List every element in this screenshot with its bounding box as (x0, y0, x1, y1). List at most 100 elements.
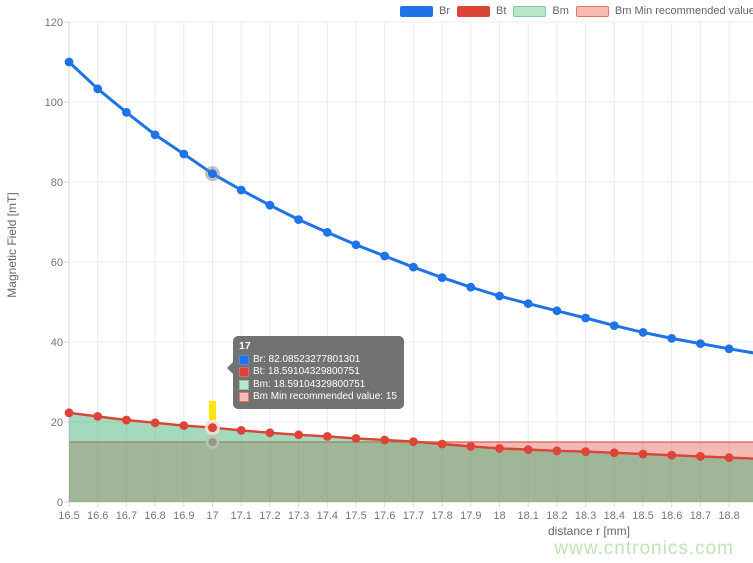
bt-point[interactable] (380, 435, 390, 445)
legend-item-bm[interactable]: Bm (513, 5, 569, 17)
br-point[interactable] (236, 185, 246, 195)
bm-area (69, 412, 753, 502)
y-tick-label: 20 (51, 417, 63, 429)
y-tick-label: 60 (51, 257, 63, 269)
bt-hover-point[interactable] (208, 423, 217, 433)
bt-point[interactable] (351, 434, 361, 443)
br-point[interactable] (294, 215, 303, 225)
bt-point[interactable] (122, 415, 131, 425)
bt-point[interactable] (581, 447, 590, 456)
br-hover-point[interactable] (208, 169, 217, 179)
x-tick-label: 16.6 (87, 510, 108, 522)
x-tick-label: 16.9 (173, 510, 194, 522)
br-point[interactable] (437, 273, 447, 282)
legend-label: Bm (552, 5, 569, 17)
br-point[interactable] (122, 108, 131, 117)
y-tick-label: 0 (57, 497, 63, 509)
x-tick-label: 18.2 (546, 510, 567, 522)
tooltip-arrow (227, 362, 233, 374)
br-point[interactable] (265, 200, 275, 210)
br-point[interactable] (495, 291, 504, 301)
y-tick-label: 80 (51, 177, 63, 189)
bt-point[interactable] (322, 432, 332, 441)
legend-swatch (400, 5, 433, 17)
x-tick-label: 17.1 (230, 510, 251, 522)
bm-min-hover-point[interactable] (208, 438, 217, 446)
br-point[interactable] (351, 240, 361, 250)
bt-point[interactable] (93, 412, 103, 421)
tooltip-swatch (239, 354, 249, 365)
bt-point[interactable] (265, 428, 275, 438)
bt-point[interactable] (609, 448, 619, 458)
legend-item-br[interactable]: Br (400, 5, 450, 17)
bt-point[interactable] (495, 444, 504, 453)
legend-swatch (575, 5, 609, 17)
x-axis-title: distance r [mm] (548, 524, 630, 538)
br-point[interactable] (523, 299, 533, 308)
br-point[interactable] (64, 57, 74, 67)
br-point[interactable] (724, 344, 734, 354)
br-point[interactable] (552, 306, 562, 316)
bt-point[interactable] (64, 408, 74, 418)
br-point[interactable] (696, 339, 705, 348)
br-point[interactable] (409, 262, 418, 272)
x-tick-label: 17.8 (431, 510, 452, 522)
bm-min-hover-ring (205, 435, 220, 449)
bt-point[interactable] (179, 421, 189, 430)
legend-item-bt[interactable]: Bt (457, 5, 506, 17)
br-point[interactable] (380, 251, 390, 261)
x-tick-label: 17.2 (259, 510, 280, 522)
br-point[interactable] (609, 321, 619, 330)
br-point[interactable] (150, 130, 160, 140)
legend-item-bm-min-recommended-value[interactable]: Bm Min recommended value (575, 5, 753, 17)
br-line (67, 60, 753, 355)
x-tick-label: 18.1 (517, 510, 538, 522)
x-tick-label: 17.5 (345, 510, 366, 522)
br-point[interactable] (93, 84, 103, 94)
tick-label-layer: 0 20 40 60 80 100 120 16.5 16.6 16.7 16.8 16.9 17 17.… (45, 17, 740, 522)
x-tick-label: 16.7 (116, 510, 137, 522)
bt-point[interactable] (437, 439, 447, 449)
legend: Br Bt Bm Bm Min recommended value (400, 5, 753, 17)
br-point[interactable] (322, 228, 332, 237)
bt-point[interactable] (724, 453, 734, 462)
tooltip-title: 17 (239, 340, 251, 352)
bt-point[interactable] (466, 442, 476, 451)
x-tick-label: 18.8 (718, 510, 739, 522)
legend-swatch (513, 5, 547, 17)
x-tick-label: 17.6 (374, 510, 395, 522)
br-point[interactable] (581, 313, 590, 323)
bt-point[interactable] (696, 452, 705, 461)
x-tick-label: 17 (206, 510, 218, 522)
x-tick-label: 18.4 (604, 510, 625, 522)
legend-label: Br (439, 5, 450, 17)
bt-point[interactable] (294, 430, 303, 440)
bt-point[interactable] (236, 426, 246, 435)
x-tick-label: 18.5 (632, 510, 653, 522)
bt-point[interactable] (667, 450, 677, 460)
watermark: www.cntronics.com (554, 538, 734, 559)
tooltip: 17 Br: 82.08523277801301 Bt: 18.591043298… (227, 336, 404, 409)
x-tick-label: 18.7 (690, 510, 711, 522)
br-point[interactable] (667, 334, 677, 343)
x-tick-label: 16.5 (58, 510, 79, 522)
x-tick-label: 17.7 (403, 510, 424, 522)
grid-layer (68, 21, 753, 503)
bt-point[interactable] (150, 418, 160, 428)
x-tick-label: 17.3 (288, 510, 309, 522)
hover-indicator (209, 401, 216, 420)
bt-point[interactable] (409, 437, 418, 446)
tooltip-row: Bm: 18.59104329800751 (239, 379, 397, 392)
br-point[interactable] (638, 328, 648, 337)
br-point[interactable] (179, 149, 189, 159)
x-tick-label: 17.9 (460, 510, 481, 522)
bt-point[interactable] (552, 446, 562, 456)
x-tick-label: 17.4 (317, 510, 338, 522)
x-tick-label: 18.6 (661, 510, 682, 522)
bt-point[interactable] (523, 445, 533, 454)
br-point[interactable] (466, 282, 476, 292)
tooltip-row: Bt: 18.59104329800751 (239, 366, 397, 379)
bt-point[interactable] (638, 449, 648, 459)
